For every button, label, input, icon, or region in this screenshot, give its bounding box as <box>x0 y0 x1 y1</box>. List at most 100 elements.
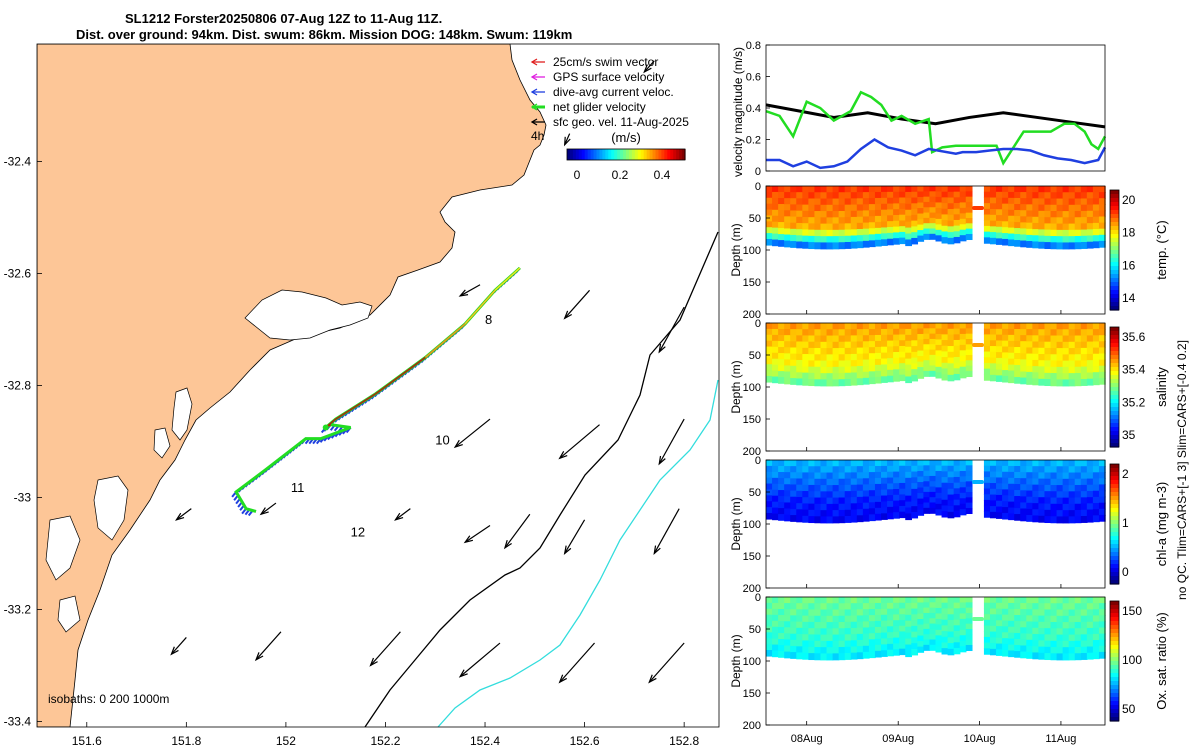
section-cell <box>893 203 900 210</box>
section-cell <box>814 634 822 642</box>
section-cell <box>1008 460 1015 467</box>
section-cell <box>1032 603 1040 611</box>
section-cell <box>844 466 852 474</box>
section-cell <box>778 216 785 223</box>
current-vector-head-4 <box>558 451 568 460</box>
section-cell <box>838 503 846 511</box>
section-cell <box>1098 353 1106 361</box>
section-cell <box>1014 514 1021 521</box>
section-cell <box>1038 329 1046 337</box>
section-cell <box>874 358 882 366</box>
section-cell <box>1086 472 1094 480</box>
section-cell <box>820 229 828 237</box>
section-cell <box>850 478 858 486</box>
section-cell <box>1086 603 1094 611</box>
section-cell <box>766 465 773 473</box>
section-colorbar-cell <box>1110 335 1119 340</box>
section-cell <box>911 323 919 330</box>
section-cell <box>881 460 888 467</box>
section-cell <box>1014 186 1021 193</box>
section-cell <box>1032 222 1040 230</box>
section-cell <box>868 228 876 236</box>
section-cell <box>832 609 840 617</box>
section-cell <box>1080 235 1088 243</box>
section-cell <box>790 627 797 635</box>
section-cell <box>1050 510 1058 517</box>
section-colorbar-cell <box>1110 371 1119 376</box>
section-cell <box>1092 460 1100 467</box>
section-cell <box>899 323 906 330</box>
section-cell <box>911 500 919 507</box>
section-cell <box>796 378 804 386</box>
section-cell <box>802 241 810 249</box>
section-cell <box>899 625 906 633</box>
section-colorbar-cell <box>1110 601 1119 606</box>
section-cell <box>1074 379 1082 387</box>
section-cell <box>844 335 852 343</box>
section-cell <box>844 329 852 337</box>
section-cell <box>1026 627 1034 635</box>
section-colorbar-cell <box>1110 709 1119 714</box>
section-cell <box>899 237 906 245</box>
section-cell <box>802 235 810 243</box>
section-cell <box>887 495 894 502</box>
section-cell <box>917 372 925 379</box>
section-cell <box>844 241 852 249</box>
section-cell <box>959 635 967 642</box>
section-cell <box>826 229 834 237</box>
section-cell <box>899 214 906 222</box>
section-cell <box>1020 609 1028 616</box>
section-cell <box>965 623 973 630</box>
section-cell <box>1080 204 1088 212</box>
section-cell <box>1026 341 1034 349</box>
section-cell <box>856 229 864 236</box>
map-colorbar-cell <box>593 149 598 160</box>
section-cell <box>965 507 973 515</box>
section-cell <box>947 608 955 615</box>
section-cell <box>941 608 949 615</box>
section-cell <box>1080 634 1088 642</box>
section-cell <box>899 465 906 473</box>
section-cell <box>1038 621 1046 629</box>
section-cell <box>778 377 785 384</box>
section-cell <box>868 341 876 348</box>
section-cell <box>808 503 816 511</box>
section-cell <box>766 501 773 508</box>
section-cell <box>796 466 804 474</box>
section-cell <box>905 650 912 658</box>
section-cell <box>820 366 828 374</box>
section-cell <box>820 360 828 368</box>
map-colorbar-cell <box>587 149 592 160</box>
section-cell <box>1080 603 1088 611</box>
section-cell <box>1080 609 1088 617</box>
section-cell <box>959 339 967 346</box>
section-cell <box>917 339 925 346</box>
section-cell <box>965 470 973 477</box>
section-colorbar-cell <box>1110 504 1119 509</box>
section-cell <box>808 360 816 368</box>
section-cell <box>905 221 912 229</box>
section-cell <box>887 638 894 645</box>
section-cell <box>1050 485 1058 492</box>
velocity-ylabel: velocity magnitude (m/s) <box>731 47 745 177</box>
section-cell <box>1026 234 1034 242</box>
velocity-series-1 <box>765 90 1107 166</box>
section-cell <box>802 223 810 231</box>
section-cell <box>1044 484 1052 492</box>
section-cell <box>1074 640 1082 648</box>
section-cell <box>802 640 810 648</box>
section-cell <box>1056 640 1064 648</box>
section-cell <box>766 460 773 467</box>
section-cell <box>1032 378 1040 386</box>
section-cell <box>1068 472 1076 480</box>
section-cell <box>1098 645 1106 653</box>
section-cell <box>1062 323 1070 330</box>
section-cell <box>935 372 943 379</box>
section-cell <box>959 372 967 379</box>
section-cell <box>983 362 991 370</box>
section-cell <box>1098 514 1106 522</box>
section-cell <box>893 614 900 621</box>
section-cell <box>868 222 876 229</box>
current-vector-10 <box>395 508 411 521</box>
